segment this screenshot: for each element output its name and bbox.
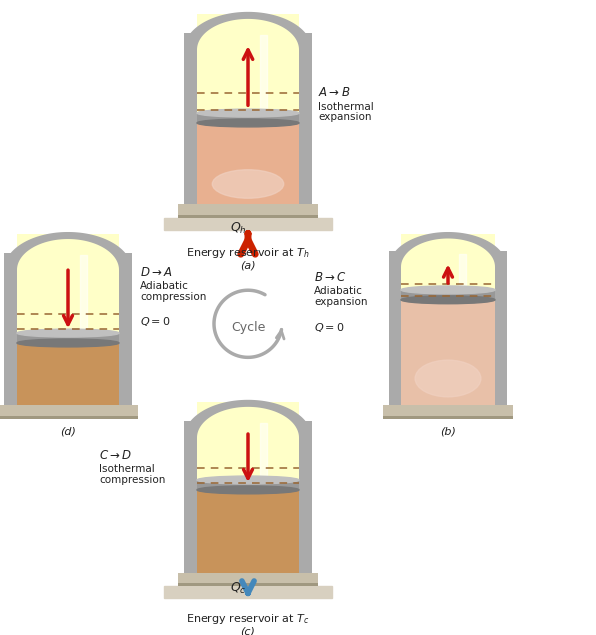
Bar [495, 251, 507, 404]
PathPatch shape [389, 232, 507, 267]
Bar [197, 36, 299, 204]
Text: $B \rightarrow C$: $B \rightarrow C$ [314, 271, 347, 284]
Text: Cycle: Cycle [231, 321, 265, 334]
Bar [197, 402, 299, 480]
Text: $A \rightarrow B$: $A \rightarrow B$ [318, 86, 350, 99]
Ellipse shape [415, 360, 481, 397]
PathPatch shape [184, 400, 312, 438]
Bar [178, 215, 318, 218]
Text: Energy reservoir at $T_c$: Energy reservoir at $T_c$ [186, 612, 310, 626]
Bar [4, 253, 17, 404]
Bar [17, 234, 119, 333]
Polygon shape [17, 239, 119, 270]
Text: $Q = 0$: $Q = 0$ [140, 315, 170, 328]
Bar [389, 251, 401, 404]
Text: expansion: expansion [314, 297, 368, 307]
Bar [178, 573, 318, 586]
Bar [197, 480, 299, 490]
Bar [197, 123, 299, 204]
Text: Isothermal: Isothermal [318, 102, 374, 112]
Text: $Q_h$: $Q_h$ [230, 221, 247, 236]
Bar [401, 290, 495, 300]
Bar [197, 113, 299, 123]
Ellipse shape [17, 339, 119, 347]
Bar [260, 36, 268, 113]
Bar [178, 204, 318, 218]
Text: $D \rightarrow A$: $D \rightarrow A$ [140, 267, 173, 279]
Bar [260, 424, 268, 480]
Bar [401, 300, 495, 404]
Bar [184, 420, 197, 573]
Ellipse shape [197, 119, 299, 127]
Ellipse shape [197, 486, 299, 494]
Bar [119, 253, 132, 404]
Bar [0, 415, 138, 418]
Bar [383, 415, 513, 418]
Bar [197, 424, 299, 573]
Text: Energy reservoir at $T_h$: Energy reservoir at $T_h$ [186, 246, 310, 260]
Text: expansion: expansion [318, 112, 371, 123]
Bar [0, 404, 138, 418]
Bar [164, 218, 332, 230]
Polygon shape [197, 19, 299, 50]
Bar [197, 14, 299, 113]
PathPatch shape [4, 232, 132, 270]
Text: $Q = 0$: $Q = 0$ [314, 321, 344, 334]
Bar [299, 420, 312, 573]
Ellipse shape [212, 170, 284, 198]
Bar [80, 255, 88, 333]
Ellipse shape [197, 109, 299, 117]
Ellipse shape [401, 286, 495, 294]
Text: (d): (d) [60, 426, 76, 436]
Bar [17, 255, 119, 404]
Text: $C \rightarrow D$: $C \rightarrow D$ [99, 449, 132, 462]
Bar [184, 32, 197, 204]
Bar [383, 404, 513, 418]
Text: compression: compression [99, 475, 165, 485]
Text: compression: compression [140, 292, 206, 302]
Polygon shape [401, 239, 495, 267]
Polygon shape [197, 407, 299, 438]
Bar [401, 253, 495, 404]
Text: Adiabatic: Adiabatic [140, 281, 189, 291]
Bar [178, 584, 318, 586]
Bar [17, 333, 119, 343]
Text: Isothermal: Isothermal [99, 464, 155, 474]
Text: (b): (b) [440, 426, 456, 436]
Bar [460, 253, 466, 290]
Text: $Q_c$: $Q_c$ [230, 581, 247, 596]
Bar [299, 32, 312, 204]
Text: Adiabatic: Adiabatic [314, 286, 363, 296]
PathPatch shape [184, 12, 312, 50]
Ellipse shape [401, 296, 495, 304]
Bar [401, 234, 495, 290]
Bar [164, 586, 332, 598]
Text: (a): (a) [240, 260, 256, 271]
Ellipse shape [17, 329, 119, 337]
Ellipse shape [197, 476, 299, 484]
Text: (c): (c) [241, 627, 256, 635]
